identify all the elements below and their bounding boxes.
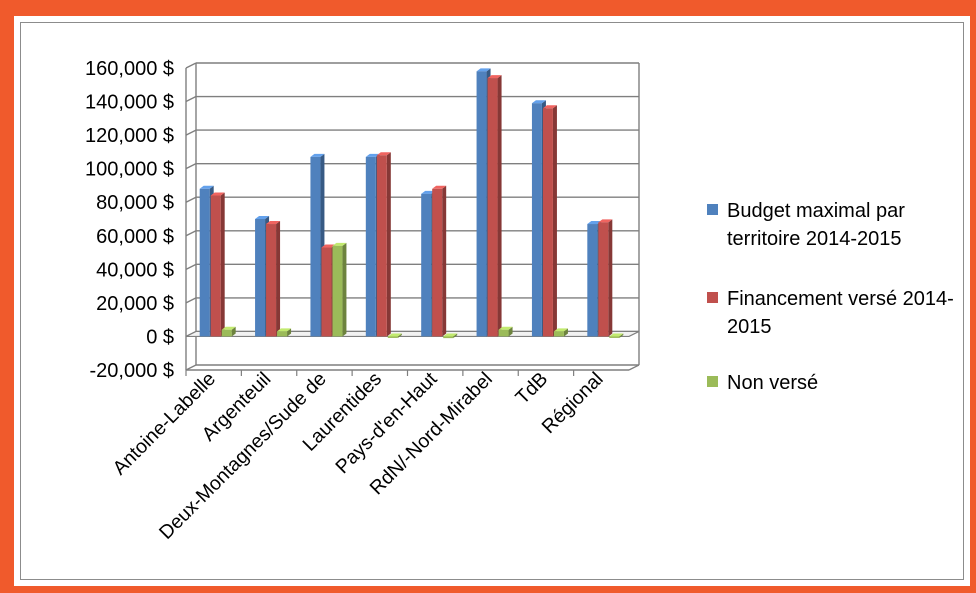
gridline-side (185, 163, 197, 170)
bar-side (563, 328, 568, 337)
legend-label-financement: Financement versé 2014-2015 (727, 288, 954, 338)
bar-side (497, 75, 502, 337)
y-tick-label: 40,000 $ (96, 259, 174, 281)
gridline-side (185, 364, 197, 371)
legend-item-budget: Budget maximal par territoire 2014-2015 (707, 197, 967, 253)
bar-top (587, 221, 602, 225)
bar-top (531, 100, 546, 104)
gridline-side (185, 263, 197, 270)
gridline-side (185, 196, 197, 203)
bar-side (276, 221, 281, 337)
bar (443, 336, 454, 339)
bar-top (321, 244, 336, 248)
y-tick-label: 20,000 $ (96, 293, 174, 315)
y-tick-label: 100,000 $ (85, 159, 174, 181)
bar-side (220, 192, 225, 337)
bar-side (386, 152, 391, 337)
y-tick-label: 0 $ (146, 326, 174, 348)
bar-top (332, 242, 347, 246)
bar (598, 222, 609, 337)
bar (376, 155, 387, 337)
bar-top (255, 216, 270, 219)
floor-plane (185, 330, 640, 338)
y-tick-label: 80,000 $ (96, 192, 174, 214)
bar-top (387, 333, 402, 337)
bar (332, 245, 343, 337)
bar-side (552, 105, 557, 337)
bar-top (266, 221, 281, 225)
x-axis-depth (628, 364, 640, 371)
bar-top (432, 185, 447, 189)
bar-top (421, 190, 436, 194)
gridline-side (185, 62, 197, 69)
bar (476, 71, 487, 337)
bar-top (376, 152, 391, 156)
chart-area: -20,000 $ 0 $ 20,000 $ 40,000 $ 60,000 $ 80,0… (20, 22, 964, 580)
bar (310, 156, 321, 337)
bar-top (598, 219, 613, 223)
bar-side (453, 333, 458, 339)
bar (210, 195, 221, 337)
bar (199, 188, 210, 337)
bar-top (221, 326, 236, 330)
legend-swatch-financement (707, 292, 718, 303)
bar-side (342, 242, 347, 337)
bar (487, 78, 498, 337)
bar (432, 188, 443, 337)
bar-top (199, 185, 214, 189)
bar-top (277, 328, 292, 332)
bar (542, 108, 553, 337)
legend-swatch-non-verse (707, 376, 718, 387)
bar-top (498, 326, 513, 330)
legend-label-budget: Budget maximal par territoire 2014-2015 (727, 200, 905, 250)
bar (266, 224, 277, 337)
bar (255, 219, 266, 337)
bar-top (553, 328, 568, 332)
gridline-side (185, 95, 197, 103)
chart-frame: -20,000 $ 0 $ 20,000 $ 40,000 $ 60,000 $ 80,0… (14, 16, 970, 586)
legend-item-financement: Financement versé 2014-2015 (707, 285, 967, 341)
bar-side (508, 326, 513, 337)
bar-side (287, 328, 292, 337)
bar-top (443, 333, 458, 337)
bar (277, 331, 288, 337)
y-tick-label: 60,000 $ (96, 226, 174, 248)
bar (421, 193, 432, 337)
bar-side (231, 326, 236, 337)
bar (498, 329, 509, 337)
y-tick-label: 140,000 $ (85, 92, 174, 114)
bar (531, 103, 542, 337)
bar-top (365, 153, 380, 157)
legend-label-non-verse: Non versé (727, 372, 819, 394)
bar (609, 336, 620, 338)
bar-side (619, 333, 624, 338)
bar-top (609, 333, 624, 337)
bar (321, 247, 332, 337)
bar-side (608, 219, 613, 337)
bar-top (476, 68, 491, 72)
bar-top (542, 105, 557, 109)
bar (365, 156, 376, 337)
bar (553, 331, 564, 337)
x-category-label: TdB (511, 368, 552, 409)
y-tick-label: 120,000 $ (85, 125, 174, 147)
legend-item-non-verse: Non versé (707, 369, 967, 397)
bar-top (210, 192, 225, 196)
legend-swatch-budget (707, 204, 718, 215)
x-category-label: Régional (538, 368, 608, 438)
gridline-side (185, 230, 197, 237)
y-tick-label: 160,000 $ (85, 58, 174, 80)
y-tick-label: -20,000 $ (89, 360, 174, 382)
gridline-side (185, 297, 197, 304)
bar-top (310, 153, 325, 157)
bar-top (487, 75, 502, 79)
bar (221, 329, 232, 337)
bar-side (397, 333, 402, 338)
gridline-side (185, 129, 197, 136)
bar (387, 336, 398, 338)
bar (587, 224, 598, 337)
bar-chart: -20,000 $ 0 $ 20,000 $ 40,000 $ 60,000 $ 80,0… (85, 58, 640, 544)
bar-side (442, 185, 447, 337)
